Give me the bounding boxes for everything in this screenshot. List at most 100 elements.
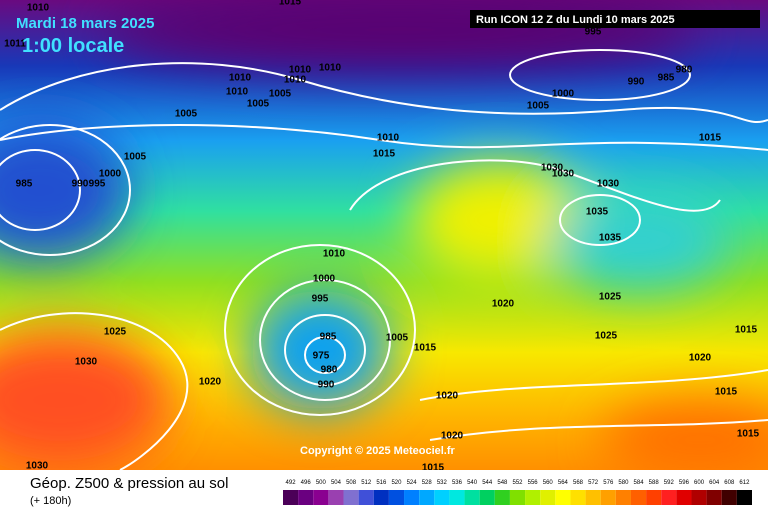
- colorbar-swatch: [494, 490, 510, 505]
- colorbar-label: 592: [664, 480, 675, 486]
- isobar-label: 1010: [27, 3, 50, 14]
- isobar-label: 1010: [377, 133, 400, 144]
- copyright: Copyright © 2025 Meteociel.fr: [300, 445, 456, 457]
- isobar-label: 975: [313, 351, 330, 362]
- isobar-label: 1005: [386, 333, 409, 344]
- colorbar-swatch: [328, 490, 344, 505]
- colorbar-swatch: [373, 490, 389, 505]
- colorbar-swatch: [479, 490, 495, 505]
- isobar-label: 1020: [441, 431, 464, 442]
- colorbar-label: 576: [603, 480, 614, 486]
- colorbar-swatch: [706, 490, 722, 505]
- isobar-label: 1025: [595, 331, 618, 342]
- isobar-label: 1020: [689, 353, 712, 364]
- isobars: [0, 49, 768, 471]
- colorbar-swatch: [555, 490, 571, 505]
- colorbar-swatch: [509, 490, 526, 505]
- colorbar-label: 568: [573, 480, 584, 486]
- footer-title: Géop. Z500 & pression au sol: [30, 475, 228, 492]
- colorbar-swatch: [736, 490, 752, 505]
- isobar-label: 1000: [313, 274, 336, 285]
- isobar-label: 1010: [319, 63, 342, 74]
- isobar-label: 995: [312, 294, 329, 305]
- colorbar-swatch: [691, 490, 707, 505]
- isobar-label: 1010: [229, 73, 252, 84]
- colorbar-label: 604: [709, 480, 720, 486]
- colorbar-swatch: [404, 490, 420, 505]
- colorbar-label: 564: [558, 480, 569, 486]
- colorbar-label: 512: [361, 480, 372, 486]
- colorbar-swatch: [661, 490, 677, 505]
- isobar-label: 1010: [226, 87, 249, 98]
- colorbar-swatch: [721, 490, 737, 505]
- colorbar-label: 524: [407, 480, 418, 486]
- isobar-label: 1000: [552, 89, 575, 100]
- isobar-label: 1030: [552, 169, 575, 180]
- isobar-label: 1010: [284, 75, 307, 86]
- colorbar-swatch: [646, 490, 662, 505]
- colorbar-label: 580: [618, 480, 629, 486]
- colorbar-label: 528: [422, 480, 433, 486]
- isobar-label: 1005: [247, 99, 270, 110]
- colorbar-label: 544: [482, 480, 493, 486]
- colorbar-label: 492: [286, 480, 297, 486]
- colorbar-label: 584: [634, 480, 645, 486]
- colorbar-swatch: [283, 490, 299, 505]
- colorbar-label: 560: [543, 480, 554, 486]
- isobar-label: 1015: [279, 0, 302, 8]
- isobar-label: 995: [89, 179, 106, 190]
- isobar-label: 1035: [599, 233, 622, 244]
- colorbar-swatch: [600, 490, 616, 505]
- colorbar-label: 520: [391, 480, 402, 486]
- isobar-label: 1015: [737, 429, 760, 440]
- colorbar-label: 548: [497, 480, 508, 486]
- colorbar-label: 608: [724, 480, 735, 486]
- isobar-label: 995: [585, 27, 602, 38]
- colorbar-label: 500: [316, 480, 327, 486]
- colorbar-label: 540: [467, 480, 478, 486]
- isobar-label: 1025: [599, 292, 622, 303]
- colorbar: 492 496 500 504 508 512 516 520 524 528 532 536 540 5…: [283, 480, 752, 505]
- isobar-label: 1005: [175, 109, 198, 120]
- isobar-label: 1015: [699, 133, 722, 144]
- isobar-label: 1005: [269, 89, 292, 100]
- isobar-label: 1030: [541, 163, 564, 174]
- isobar-label: 1020: [436, 391, 459, 402]
- isobar-label: 1015: [735, 325, 758, 336]
- isobar-label: 1015: [715, 387, 738, 398]
- isobar-label: 985: [16, 179, 33, 190]
- colorbar-label: 556: [528, 480, 539, 486]
- colorbar-swatch: [570, 490, 586, 505]
- colorbar-swatch: [525, 490, 541, 505]
- isobar-label: 1035: [586, 207, 609, 218]
- colorbar-label: 536: [452, 480, 463, 486]
- colorbar-swatch: [449, 490, 465, 505]
- run-text: Run ICON 12 Z du Lundi 10 mars 2025: [476, 14, 675, 26]
- isobar-label: 1011: [4, 39, 26, 50]
- isobar-label: 990: [628, 77, 645, 88]
- isobar-label: 1005: [124, 152, 147, 163]
- isobar-label: 1030: [75, 357, 98, 368]
- isobar-label: 990: [72, 179, 89, 190]
- colorbar-swatch: [676, 490, 692, 505]
- isobar-label: 1020: [199, 377, 222, 388]
- isobar-label: 1030: [26, 461, 49, 472]
- colorbar-label: 532: [437, 480, 448, 486]
- colorbar-swatch: [343, 490, 359, 505]
- colorbar-swatch: [434, 490, 450, 505]
- isobar-label: 985: [658, 73, 675, 84]
- local-time: 1:00 locale: [22, 35, 124, 57]
- date: Mardi 18 mars 2025: [16, 15, 154, 32]
- colorbar-label: 504: [331, 480, 342, 486]
- colorbar-swatch: [615, 490, 631, 505]
- isobar-label: 1030: [597, 179, 620, 190]
- colorbar-swatch: [358, 490, 374, 505]
- colorbar-label: 516: [376, 480, 387, 486]
- colorbar-swatch: [313, 490, 329, 505]
- colorbar-label: 588: [649, 480, 660, 486]
- colorbar-swatch: [585, 490, 601, 505]
- colorbar-swatch: [540, 490, 556, 505]
- isobar-label: 1010: [323, 249, 346, 260]
- isobar-label: 990: [318, 380, 335, 391]
